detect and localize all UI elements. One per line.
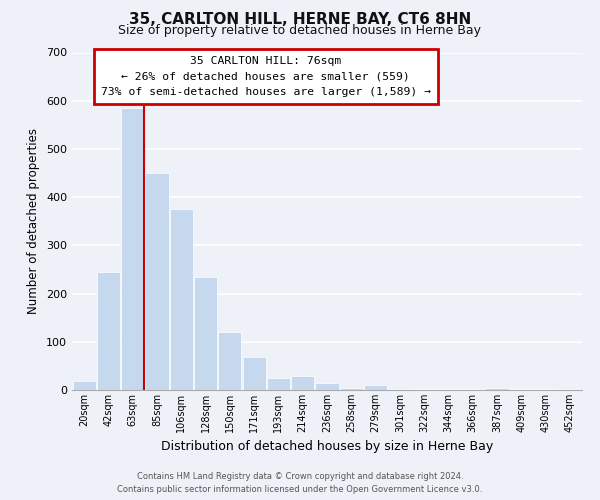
X-axis label: Distribution of detached houses by size in Herne Bay: Distribution of detached houses by size … [161,440,493,454]
Bar [559,389,581,390]
Text: Size of property relative to detached houses in Herne Bay: Size of property relative to detached ho… [119,24,482,37]
Text: 35, CARLTON HILL, HERNE BAY, CT6 8HN: 35, CARLTON HILL, HERNE BAY, CT6 8HN [129,12,471,28]
Bar [170,209,193,390]
Bar [73,382,95,390]
Bar [340,388,363,390]
Bar [97,272,120,390]
Bar [485,388,509,390]
Text: Contains HM Land Registry data © Crown copyright and database right 2024.
Contai: Contains HM Land Registry data © Crown c… [118,472,482,494]
Bar [291,376,314,390]
Y-axis label: Number of detached properties: Number of detached properties [28,128,40,314]
Bar [388,389,412,390]
Bar [194,276,217,390]
Bar [364,385,387,390]
Bar [267,378,290,390]
Bar [316,383,338,390]
Bar [145,173,169,390]
Text: 35 CARLTON HILL: 76sqm
← 26% of detached houses are smaller (559)
73% of semi-de: 35 CARLTON HILL: 76sqm ← 26% of detached… [101,56,431,97]
Bar [242,357,266,390]
Bar [121,108,144,390]
Bar [218,332,241,390]
